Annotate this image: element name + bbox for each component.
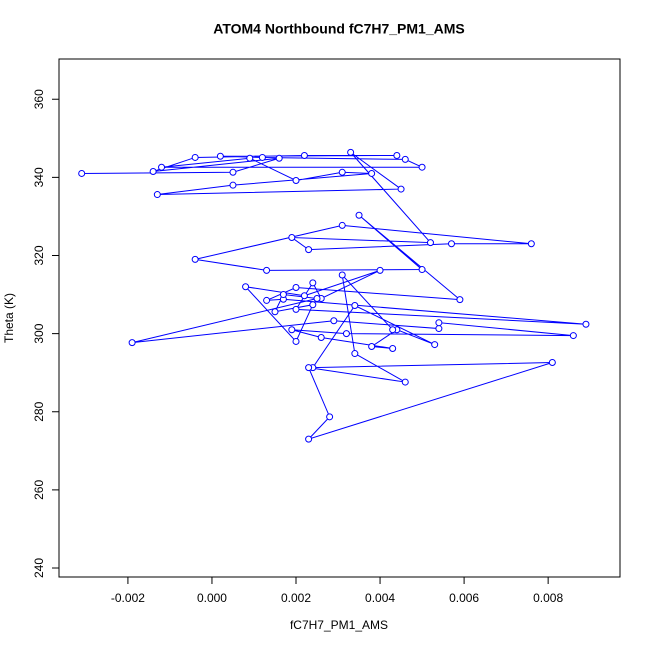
point: [263, 296, 271, 304]
point: [279, 291, 287, 299]
point: [368, 343, 376, 351]
point: [313, 294, 321, 302]
point: [351, 350, 359, 358]
chart-title: ATOM4 Northbound fC7H7_PM1_AMS: [213, 21, 465, 37]
point: [317, 334, 325, 342]
point: [191, 255, 199, 263]
point: [258, 153, 266, 161]
point: [305, 364, 313, 372]
point: [435, 325, 443, 333]
point: [447, 240, 455, 248]
point: [527, 240, 535, 248]
point: [305, 435, 313, 443]
y-tick-label: 280: [32, 401, 46, 421]
point: [338, 271, 346, 279]
point: [191, 153, 199, 161]
point: [435, 319, 443, 327]
point: [389, 344, 397, 352]
point: [326, 413, 334, 421]
point: [376, 266, 384, 274]
y-tick-label: 340: [32, 167, 46, 187]
point: [128, 339, 136, 347]
x-tick-label: 0.006: [449, 591, 479, 605]
point: [246, 154, 254, 162]
point: [271, 308, 279, 316]
point: [330, 317, 338, 325]
point: [288, 326, 296, 334]
point: [351, 301, 359, 309]
point: [342, 330, 350, 338]
x-tick-label: 0.004: [365, 591, 395, 605]
point: [418, 266, 426, 274]
y-tick-label: 320: [32, 245, 46, 265]
point: [292, 284, 300, 292]
point: [401, 378, 409, 386]
y-axis-label: Theta (K): [2, 293, 16, 343]
point: [401, 155, 409, 163]
point: [292, 305, 300, 313]
point: [300, 151, 308, 159]
point: [338, 221, 346, 229]
point: [292, 176, 300, 184]
point: [338, 168, 346, 176]
x-axis-label: fC7H7_PM1_AMS: [290, 618, 388, 632]
point: [582, 320, 590, 328]
point: [242, 283, 250, 291]
point: [263, 266, 271, 274]
point: [309, 279, 317, 287]
point: [548, 359, 556, 367]
point: [426, 239, 434, 247]
point: [456, 296, 464, 304]
x-tick-label: 0.008: [533, 591, 563, 605]
point: [229, 181, 237, 189]
x-tick-label: 0.002: [281, 591, 311, 605]
point: [431, 341, 439, 349]
point: [153, 191, 161, 199]
point: [418, 163, 426, 171]
y-tick-label: 240: [32, 558, 46, 578]
point: [300, 292, 308, 300]
point: [397, 185, 405, 193]
point: [78, 169, 86, 177]
point: [229, 168, 237, 176]
point: [216, 152, 224, 160]
y-tick-label: 300: [32, 323, 46, 343]
y-tick-label: 360: [32, 89, 46, 109]
x-tick-label: -0.002: [111, 591, 145, 605]
y-tick-label: 260: [32, 480, 46, 500]
point: [347, 148, 355, 156]
point: [292, 337, 300, 345]
x-tick-label: 0.000: [197, 591, 227, 605]
plot-frame: [58, 58, 621, 578]
point: [275, 154, 283, 162]
point: [149, 168, 157, 176]
point: [288, 234, 296, 242]
point: [355, 211, 363, 219]
point: [393, 151, 401, 159]
point: [569, 332, 577, 340]
point: [389, 326, 397, 334]
point: [368, 169, 376, 177]
point: [305, 246, 313, 254]
point: [309, 301, 317, 309]
point: [158, 163, 166, 171]
